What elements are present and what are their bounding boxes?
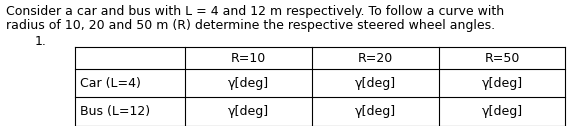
Text: radius of 10, 20 and 50 m (R) determine the respective steered wheel angles.: radius of 10, 20 and 50 m (R) determine … — [6, 19, 495, 32]
Text: γ[deg]: γ[deg] — [228, 105, 269, 118]
Text: R=20: R=20 — [358, 52, 393, 65]
Text: 1.: 1. — [35, 35, 47, 48]
Text: R=50: R=50 — [484, 52, 519, 65]
Text: Bus (L=12): Bus (L=12) — [80, 105, 150, 118]
Text: γ[deg]: γ[deg] — [228, 76, 269, 89]
Text: Car (L=4): Car (L=4) — [80, 76, 141, 89]
Text: γ[deg]: γ[deg] — [355, 105, 396, 118]
Text: γ[deg]: γ[deg] — [355, 76, 396, 89]
Text: γ[deg]: γ[deg] — [481, 76, 522, 89]
Text: γ[deg]: γ[deg] — [481, 105, 522, 118]
Text: Consider a car and bus with L = 4 and 12 m respectively. To follow a curve with: Consider a car and bus with L = 4 and 12… — [6, 5, 504, 18]
Text: R=10: R=10 — [231, 52, 266, 65]
